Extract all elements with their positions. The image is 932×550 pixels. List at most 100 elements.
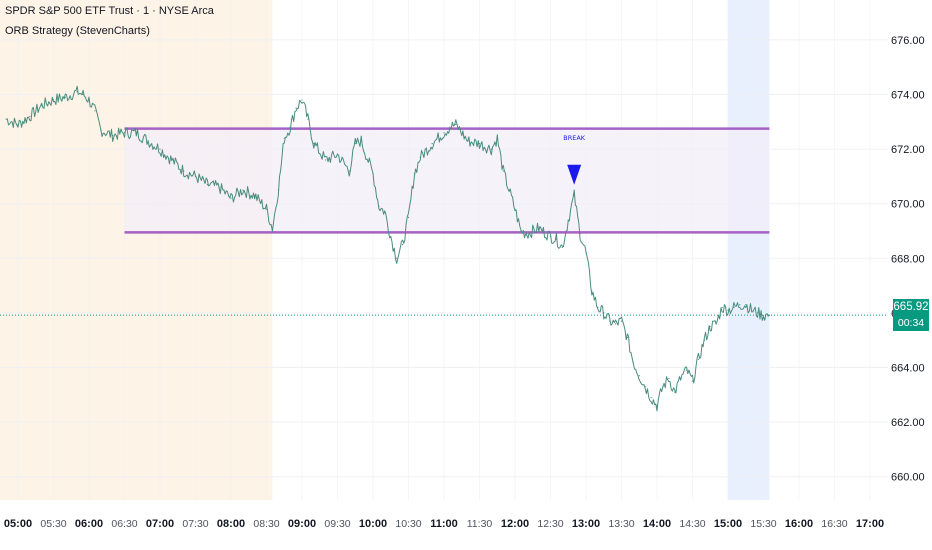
data-point	[100, 129, 102, 131]
data-point	[597, 306, 599, 309]
data-point	[242, 189, 244, 191]
data-point	[230, 197, 232, 199]
price-axis-tick-label: 674.00	[891, 90, 925, 102]
data-point	[390, 235, 392, 238]
data-point	[591, 290, 593, 292]
data-point	[745, 304, 747, 306]
price-series-0	[6, 85, 770, 412]
time-axis-tick-label: 08:30	[253, 518, 279, 530]
data-point	[135, 132, 137, 134]
data-point	[674, 391, 676, 393]
time-axis-tick-label: 14:30	[679, 518, 705, 530]
data-point	[662, 386, 664, 388]
break-label: BREAK	[563, 134, 586, 142]
down-triangle-icon	[567, 164, 582, 185]
time-axis-tick-label: 06:00	[75, 518, 103, 530]
premarket-shading	[0, 0, 273, 500]
price-axis-tick-label: 672.00	[891, 144, 925, 156]
time-axis-tick-label: 17:00	[856, 518, 884, 530]
data-point	[82, 93, 84, 96]
data-point	[194, 175, 197, 177]
data-point	[372, 173, 374, 175]
data-point	[585, 252, 587, 254]
data-point	[697, 358, 700, 360]
data-point	[313, 143, 315, 145]
data-point	[218, 186, 220, 188]
time-axis-tick-label: 10:30	[395, 518, 421, 530]
data-point	[768, 314, 771, 316]
data-point	[496, 137, 498, 139]
data-point	[277, 189, 279, 191]
time-axis-tick-label: 09:30	[324, 518, 350, 530]
data-point	[502, 170, 504, 172]
price-axis[interactable]: 676.00674.00672.00670.00668.00666.00664.…	[891, 35, 925, 484]
time-axis-tick-label: 12:00	[501, 518, 529, 530]
data-point	[419, 156, 421, 158]
indicator-title[interactable]: ORB Strategy (StevenCharts)	[5, 25, 150, 37]
data-point	[579, 233, 581, 235]
time-axis-tick-label: 09:00	[288, 518, 316, 530]
time-axis-tick-label: 05:30	[40, 518, 66, 530]
data-point	[295, 107, 297, 109]
data-point	[526, 233, 528, 235]
data-point	[715, 323, 717, 325]
data-point	[76, 91, 78, 93]
data-point	[620, 320, 623, 322]
data-point	[17, 123, 19, 126]
price-axis-tick-label: 660.00	[891, 472, 925, 484]
data-point	[703, 339, 705, 341]
data-point	[668, 377, 670, 380]
data-point	[41, 104, 43, 107]
data-point	[265, 208, 268, 210]
time-axis-tick-label: 14:00	[643, 518, 671, 530]
data-point	[756, 312, 759, 314]
data-point	[112, 134, 114, 137]
time-axis-tick-label: 16:00	[785, 518, 813, 530]
data-point	[289, 126, 291, 128]
break-signal-group: BREAK	[563, 134, 586, 185]
data-point	[644, 386, 646, 388]
data-point	[538, 227, 540, 229]
data-point	[567, 219, 569, 221]
last-price-label: 665.92	[893, 299, 929, 316]
data-point	[751, 309, 753, 311]
data-point	[573, 194, 575, 197]
data-point	[147, 140, 149, 142]
session-backgrounds	[0, 0, 770, 500]
data-point	[739, 304, 741, 306]
data-point	[88, 99, 90, 101]
afterhours-shading	[728, 0, 770, 500]
time-axis[interactable]: 05:00 05:30 06:00 06:30 07:00 07:30 08:00 08:30…	[4, 518, 884, 530]
data-point	[94, 110, 96, 112]
data-point	[455, 123, 457, 126]
data-point	[603, 312, 605, 314]
time-axis-tick-label: 10:00	[359, 518, 387, 530]
data-point	[514, 208, 516, 210]
data-point	[561, 246, 563, 248]
data-point	[301, 99, 303, 101]
data-point	[727, 309, 729, 311]
data-point	[691, 380, 694, 382]
time-axis-tick-label: 07:30	[182, 518, 208, 530]
data-point	[632, 361, 634, 363]
data-point	[449, 126, 451, 128]
data-point	[685, 369, 688, 371]
data-point	[431, 143, 433, 145]
data-point	[384, 211, 386, 213]
data-point	[5, 118, 7, 120]
time-axis-tick-label: 06:30	[111, 518, 137, 530]
data-point	[413, 173, 416, 175]
data-point	[709, 325, 711, 328]
price-axis-tick-label: 670.00	[891, 199, 925, 211]
time-axis-tick-label: 16:30	[821, 518, 847, 530]
time-axis-tick-label: 05:00	[4, 518, 32, 530]
time-axis-tick-label: 13:30	[608, 518, 634, 530]
symbol-title[interactable]: SPDR S&P 500 ETF Trust · 1 · NYSE Arca	[5, 5, 214, 17]
data-point	[609, 320, 611, 322]
data-point	[508, 189, 510, 191]
data-point	[254, 194, 256, 197]
time-axis-tick-label: 15:00	[714, 518, 742, 530]
data-point	[733, 306, 735, 309]
